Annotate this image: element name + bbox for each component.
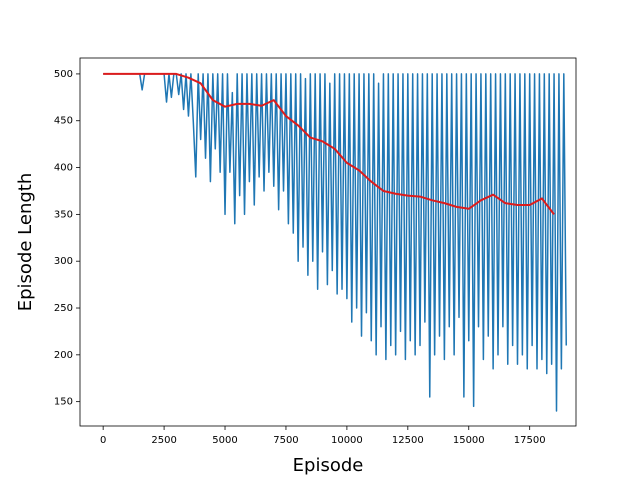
y-tick-label: 350: [54, 209, 73, 220]
x-axis-label: Episode: [293, 455, 364, 476]
x-tick-label: 7500: [273, 435, 298, 446]
x-tick-label: 2500: [151, 435, 176, 446]
x-tick-label: 10000: [331, 435, 363, 446]
data-line: [103, 73, 567, 412]
y-tick-label: 500: [54, 69, 73, 80]
y-tick-label: 200: [54, 350, 73, 361]
y-tick-label: 400: [54, 163, 73, 174]
x-tick-label: 17500: [514, 435, 546, 446]
x-tick-label: 0: [100, 435, 106, 446]
y-tick-label: 450: [54, 116, 73, 127]
x-tick-label: 15000: [453, 435, 485, 446]
x-tick-label: 5000: [212, 435, 237, 446]
y-tick-label: 250: [54, 303, 73, 314]
y-axis-label: Episode Length: [15, 173, 36, 312]
y-tick-label: 300: [54, 256, 73, 267]
y-tick-label: 150: [54, 397, 73, 408]
plot-frame: [79, 57, 577, 427]
x-tick-label: 12500: [392, 435, 424, 446]
data-line: [103, 72, 555, 215]
